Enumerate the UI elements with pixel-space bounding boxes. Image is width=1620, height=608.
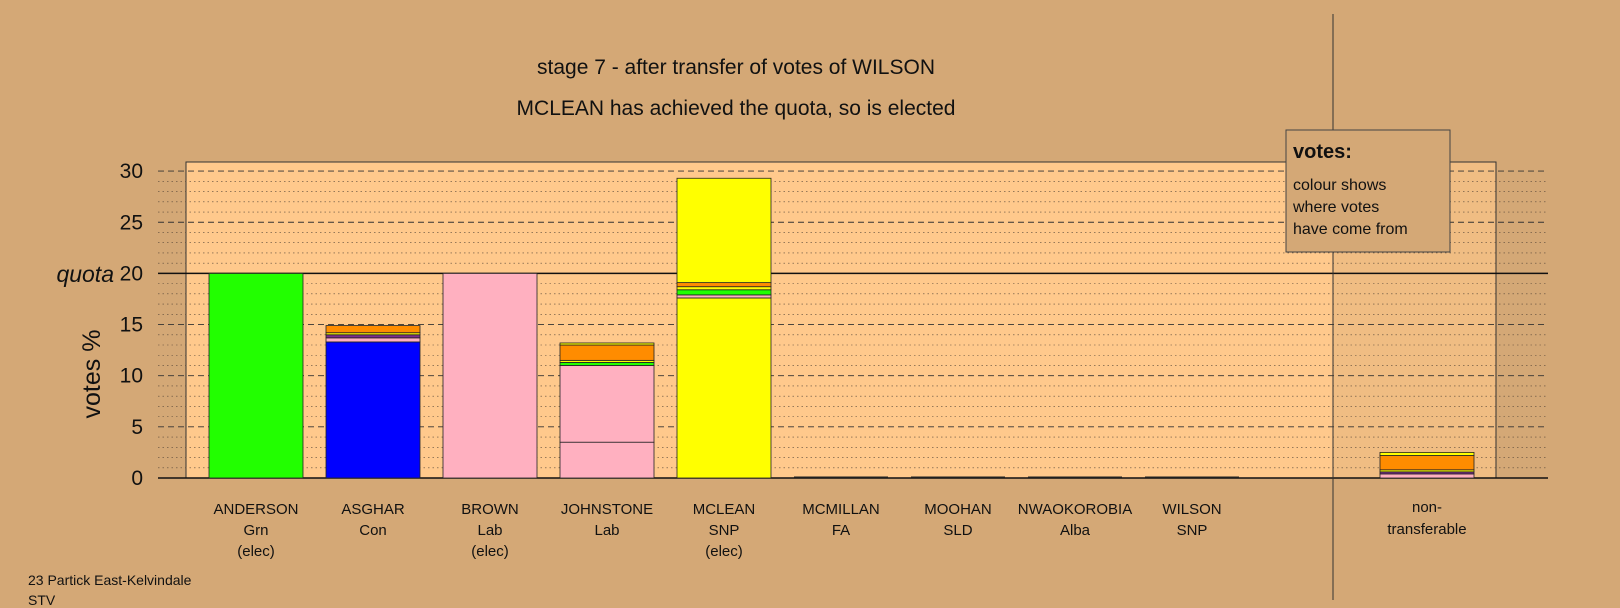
x-label-asghar: Con <box>359 522 387 539</box>
bar-segment-anderson <box>208 272 304 479</box>
legend-line-1: colour shows <box>1293 177 1386 194</box>
x-label-johnstone: Lab <box>594 522 619 539</box>
bar-segment-johnstone <box>559 344 655 361</box>
quota-label: quota <box>56 261 114 287</box>
y-tick-label: 20 <box>120 262 143 285</box>
x-label-non-transferable: transferable <box>1387 521 1466 538</box>
x-label-mcmillan: FA <box>832 522 850 539</box>
y-tick-label: 10 <box>120 365 143 388</box>
y-tick-label: 30 <box>120 160 143 183</box>
y-axis-label: votes % <box>78 330 106 419</box>
bar-segment-asghar <box>325 334 421 339</box>
legend-line-3: have come from <box>1293 221 1408 238</box>
x-tick-labels: ANDERSON Grn (elec) ASGHAR Con BROWN Lab (elec)… <box>213 499 1466 560</box>
bar-segment-mclean <box>676 289 772 296</box>
bar-segment-mclean <box>676 297 772 479</box>
x-label-johnstone: JOHNSTONE <box>561 501 653 518</box>
bar-segment-asghar <box>325 325 421 334</box>
x-label-non-transferable: non- <box>1412 499 1442 516</box>
x-label-moohan: MOOHAN <box>924 501 992 518</box>
x-label-moohan: SLD <box>943 522 972 539</box>
bar-segment-johnstone <box>559 365 655 443</box>
legend-heading: votes: <box>1293 141 1352 163</box>
y-tick-label: 15 <box>120 314 143 337</box>
x-label-nwaokorobia: Alba <box>1060 522 1091 539</box>
bar-segment-mclean <box>676 286 772 291</box>
bar-segment-non-transferable <box>1379 452 1475 456</box>
chart-subtitle: MCLEAN has achieved the quota, so is ele… <box>517 97 956 120</box>
y-tick-labels: 0 5 10 15 20 25 30 <box>120 160 143 490</box>
footer-method: STV <box>28 592 56 608</box>
x-label-wilson: WILSON <box>1162 501 1221 518</box>
bar-segment-johnstone <box>559 342 655 346</box>
legend-frame <box>1285 129 1451 253</box>
x-label-anderson: (elec) <box>237 543 275 560</box>
legend-line-2: where votes <box>1292 199 1379 216</box>
bar-segment-johnstone <box>559 362 655 366</box>
legend-box: votes: colour shows where votes have com… <box>1285 129 1451 253</box>
bar-segment-asghar <box>325 337 421 343</box>
x-label-brown: Lab <box>477 522 502 539</box>
bar-segment-mclean <box>676 294 772 299</box>
x-label-anderson: ANDERSON <box>213 501 298 518</box>
chart-title: stage 7 - after transfer of votes of WIL… <box>537 56 935 79</box>
x-label-mclean: (elec) <box>705 543 743 560</box>
y-tick-label: 5 <box>131 416 143 439</box>
bar-segment-mclean <box>676 282 772 288</box>
x-label-asghar: ASGHAR <box>341 501 405 518</box>
x-label-wilson: SNP <box>1177 522 1208 539</box>
x-label-nwaokorobia: NWAOKOROBIA <box>1018 501 1132 518</box>
x-label-brown: BROWN <box>461 501 519 518</box>
bar-segment-mclean <box>676 177 772 284</box>
y-tick-label: 25 <box>120 211 143 234</box>
bar-segment-johnstone <box>559 441 655 479</box>
bar-segment-brown <box>442 272 538 479</box>
footer-constituency: 23 Partick East-Kelvindale <box>28 572 192 588</box>
bars <box>208 177 1475 479</box>
x-label-brown: (elec) <box>471 543 509 560</box>
bar-segment-non-transferable <box>1379 473 1475 479</box>
x-label-mclean: MCLEAN <box>693 501 756 518</box>
y-tick-label: 0 <box>131 467 143 490</box>
x-label-anderson: Grn <box>243 522 268 539</box>
bar-segment-asghar <box>325 341 421 479</box>
bar-segment-non-transferable <box>1379 455 1475 471</box>
x-label-mclean: SNP <box>709 522 740 539</box>
x-label-mcmillan: MCMILLAN <box>802 501 880 518</box>
